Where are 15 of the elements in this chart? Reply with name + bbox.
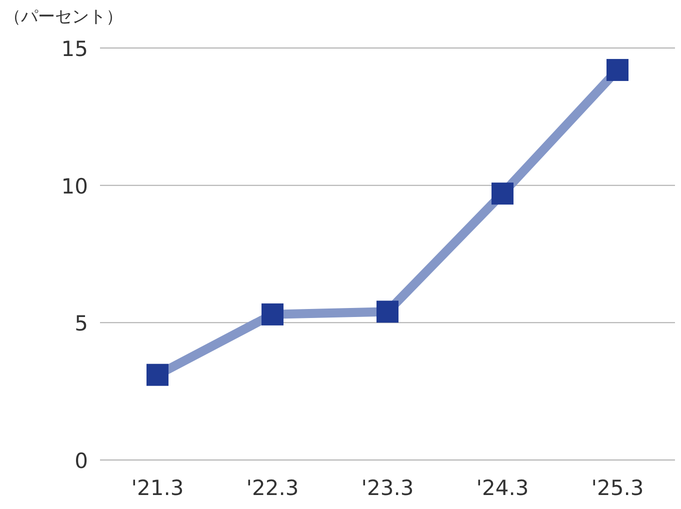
y-tick-label: 15: [61, 37, 88, 61]
x-tick-label: '25.3: [591, 476, 644, 500]
y-axis-title: （パーセント）: [4, 7, 123, 27]
point: [262, 303, 284, 326]
y-tick-label: 10: [61, 174, 88, 198]
x-tick-label: '21.3: [131, 476, 184, 500]
y-tick-label: 5: [74, 312, 88, 336]
x-tick-label: '24.3: [476, 476, 529, 500]
y-tick-label: 0: [74, 449, 88, 473]
point: [146, 364, 168, 386]
x-tick-label: '22.3: [246, 476, 299, 500]
point: [606, 58, 628, 81]
point: [492, 182, 514, 205]
x-tick-label: '23.3: [361, 476, 414, 500]
point: [376, 300, 398, 323]
